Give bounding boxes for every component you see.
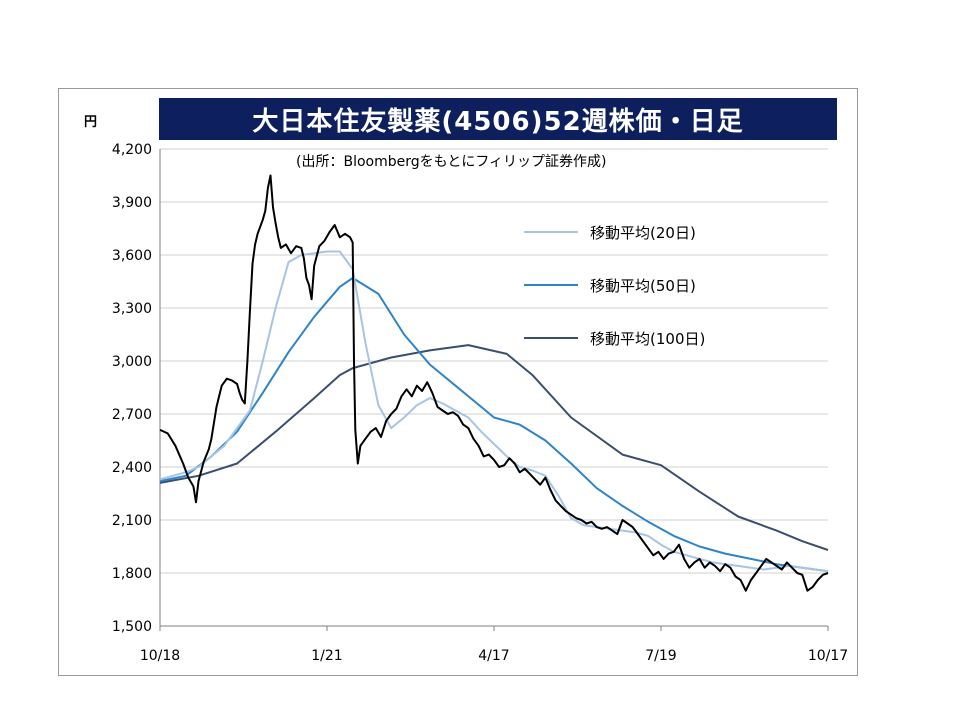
legend-swatch-ma100 — [524, 337, 578, 339]
legend-item-ma100: 移動平均(100日) — [524, 328, 804, 348]
y-tick-label: 3,300 — [112, 301, 152, 317]
y-tick-label: 2,100 — [112, 513, 152, 529]
legend-swatch-ma50 — [524, 284, 578, 286]
legend-item-ma20: 移動平均(20日) — [524, 222, 804, 242]
chart-frame — [58, 88, 858, 676]
y-tick-label: 1,800 — [112, 566, 152, 582]
legend-label-ma20: 移動平均(20日) — [590, 223, 696, 242]
legend-label-ma50: 移動平均(50日) — [590, 276, 696, 295]
y-tick-label: 2,400 — [112, 460, 152, 476]
price-line — [159, 174, 829, 592]
ma20-line — [159, 250, 829, 573]
x-tick-label: 7/19 — [645, 648, 676, 664]
legend-label-ma100: 移動平均(100日) — [590, 329, 706, 348]
ma50-line — [159, 277, 829, 573]
y-tick-label: 3,900 — [112, 195, 152, 211]
y-tick-label: 3,600 — [112, 248, 152, 264]
x-tick-label: 10/18 — [140, 648, 180, 664]
y-tick-label: 1,500 — [112, 619, 152, 635]
legend-swatch-ma20 — [524, 231, 578, 233]
y-tick-label: 3,000 — [112, 354, 152, 370]
x-tick-label: 4/17 — [478, 648, 509, 664]
legend-item-ma50: 移動平均(50日) — [524, 275, 804, 295]
y-tick-label: 2,700 — [112, 407, 152, 423]
y-tick-label: 4,200 — [112, 142, 152, 158]
x-tick-label: 1/21 — [311, 648, 342, 664]
source-note: (出所：Bloombergをもとにフィリップ証券作成) — [296, 154, 607, 170]
chart-title: 大日本住友製薬(4506)52週株価・日足 — [159, 98, 837, 140]
y-axis-unit-label: 円 — [84, 115, 98, 130]
ma100-line — [159, 344, 829, 551]
x-tick-label: 10/17 — [808, 648, 848, 664]
